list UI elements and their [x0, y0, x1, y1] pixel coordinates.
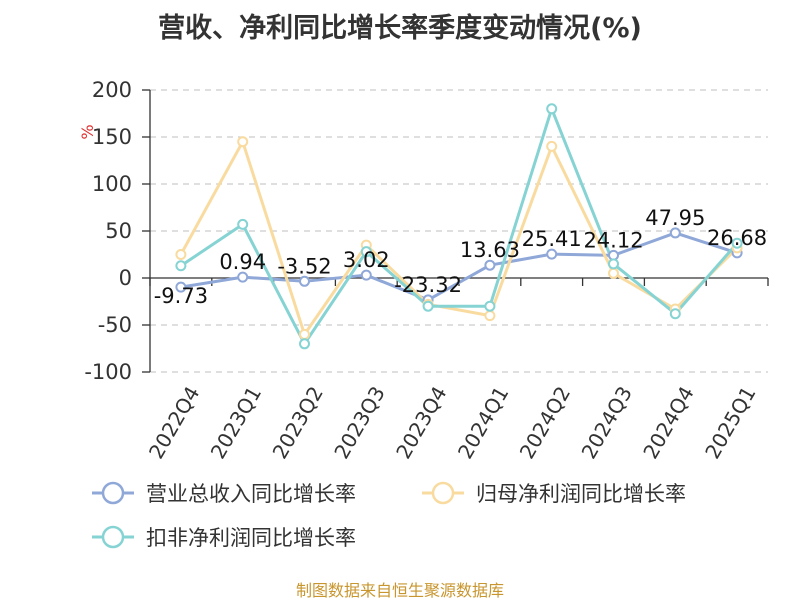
- data-point: [237, 136, 249, 148]
- data-label: 25.41: [522, 227, 582, 251]
- series-line: [179, 140, 739, 336]
- legend-marker: [431, 481, 455, 505]
- legend-label: 扣非净利润同比增长率: [146, 526, 356, 550]
- data-point: [484, 300, 496, 312]
- x-tick-label: 2022Q4: [144, 382, 204, 463]
- data-point: [422, 300, 434, 312]
- data-label: 26.68: [707, 226, 767, 250]
- data-point: [608, 267, 619, 279]
- data-point: [237, 271, 249, 283]
- y-axis-label: %: [78, 124, 97, 139]
- data-point: [299, 275, 310, 287]
- data-labels: -9.73 0.94 -3.52 3.02-23.32 13.63 25.41 24.124…: [154, 206, 767, 308]
- data-point: [237, 218, 249, 230]
- y-tick-label: -100: [84, 360, 132, 384]
- legend-marker: [101, 525, 125, 549]
- data-label: 13.63: [460, 238, 520, 262]
- data-point: [546, 140, 558, 152]
- y-tick-label: 0: [119, 266, 132, 290]
- data-label: -9.73: [154, 284, 208, 308]
- x-tick-label: 2023Q2: [268, 382, 328, 463]
- data-label: -23.32: [394, 273, 462, 297]
- data-label: 47.95: [645, 206, 705, 230]
- data-point: [360, 269, 372, 281]
- x-tick-label: 2025Q1: [700, 382, 760, 463]
- data-point: [546, 103, 558, 115]
- legend-label: 归母净利润同比增长率: [476, 482, 686, 506]
- data-point: [175, 260, 187, 272]
- x-tick-label: 2023Q3: [329, 382, 389, 463]
- x-tick-label: 2024Q1: [453, 382, 513, 463]
- x-tick-label: 2024Q3: [577, 382, 637, 463]
- legend-item[interactable]: 扣非净利润同比增长率: [92, 525, 356, 550]
- grid-lines: [150, 89, 768, 373]
- data-point: [175, 249, 187, 260]
- data-point: [484, 310, 496, 322]
- data-point: [299, 328, 310, 340]
- y-tick-label: 150: [92, 125, 132, 149]
- x-tick-label: 2024Q4: [638, 382, 698, 463]
- x-tick-label: 2023Q4: [391, 382, 451, 463]
- data-point: [299, 338, 310, 350]
- data-point: [731, 237, 743, 249]
- y-tick-label: -50: [98, 313, 132, 337]
- data-point: [608, 258, 619, 270]
- source-note: 制图数据来自恒生聚源数据库: [295, 581, 504, 600]
- y-tick-label: 50: [105, 219, 132, 243]
- x-tick-label: 2024Q2: [515, 382, 575, 463]
- data-label: 0.94: [219, 250, 266, 274]
- data-label: 24.12: [583, 228, 643, 252]
- data-point: [484, 259, 496, 271]
- legend-item[interactable]: 归母净利润同比增长率: [422, 481, 686, 506]
- legend-marker: [101, 481, 125, 505]
- data-point: [360, 246, 372, 258]
- data-point: [669, 308, 681, 320]
- data-label: 3.02: [343, 248, 390, 272]
- series-line: [180, 107, 739, 346]
- y-tick-label: 100: [92, 172, 132, 196]
- legend-item[interactable]: 营业总收入同比增长率: [92, 481, 356, 506]
- series-line: [180, 231, 738, 302]
- y-tick-label: 200: [92, 78, 132, 102]
- legend-label: 营业总收入同比增长率: [146, 482, 356, 506]
- data-point: [175, 281, 187, 293]
- data-label: -3.52: [277, 254, 331, 278]
- x-tick-label: 2023Q1: [206, 382, 266, 463]
- data-point: [546, 248, 558, 260]
- chart-title: 营收、净利同比增长率季度变动情况(%): [158, 13, 642, 44]
- data-point: [669, 227, 681, 239]
- series-layer: [175, 103, 743, 350]
